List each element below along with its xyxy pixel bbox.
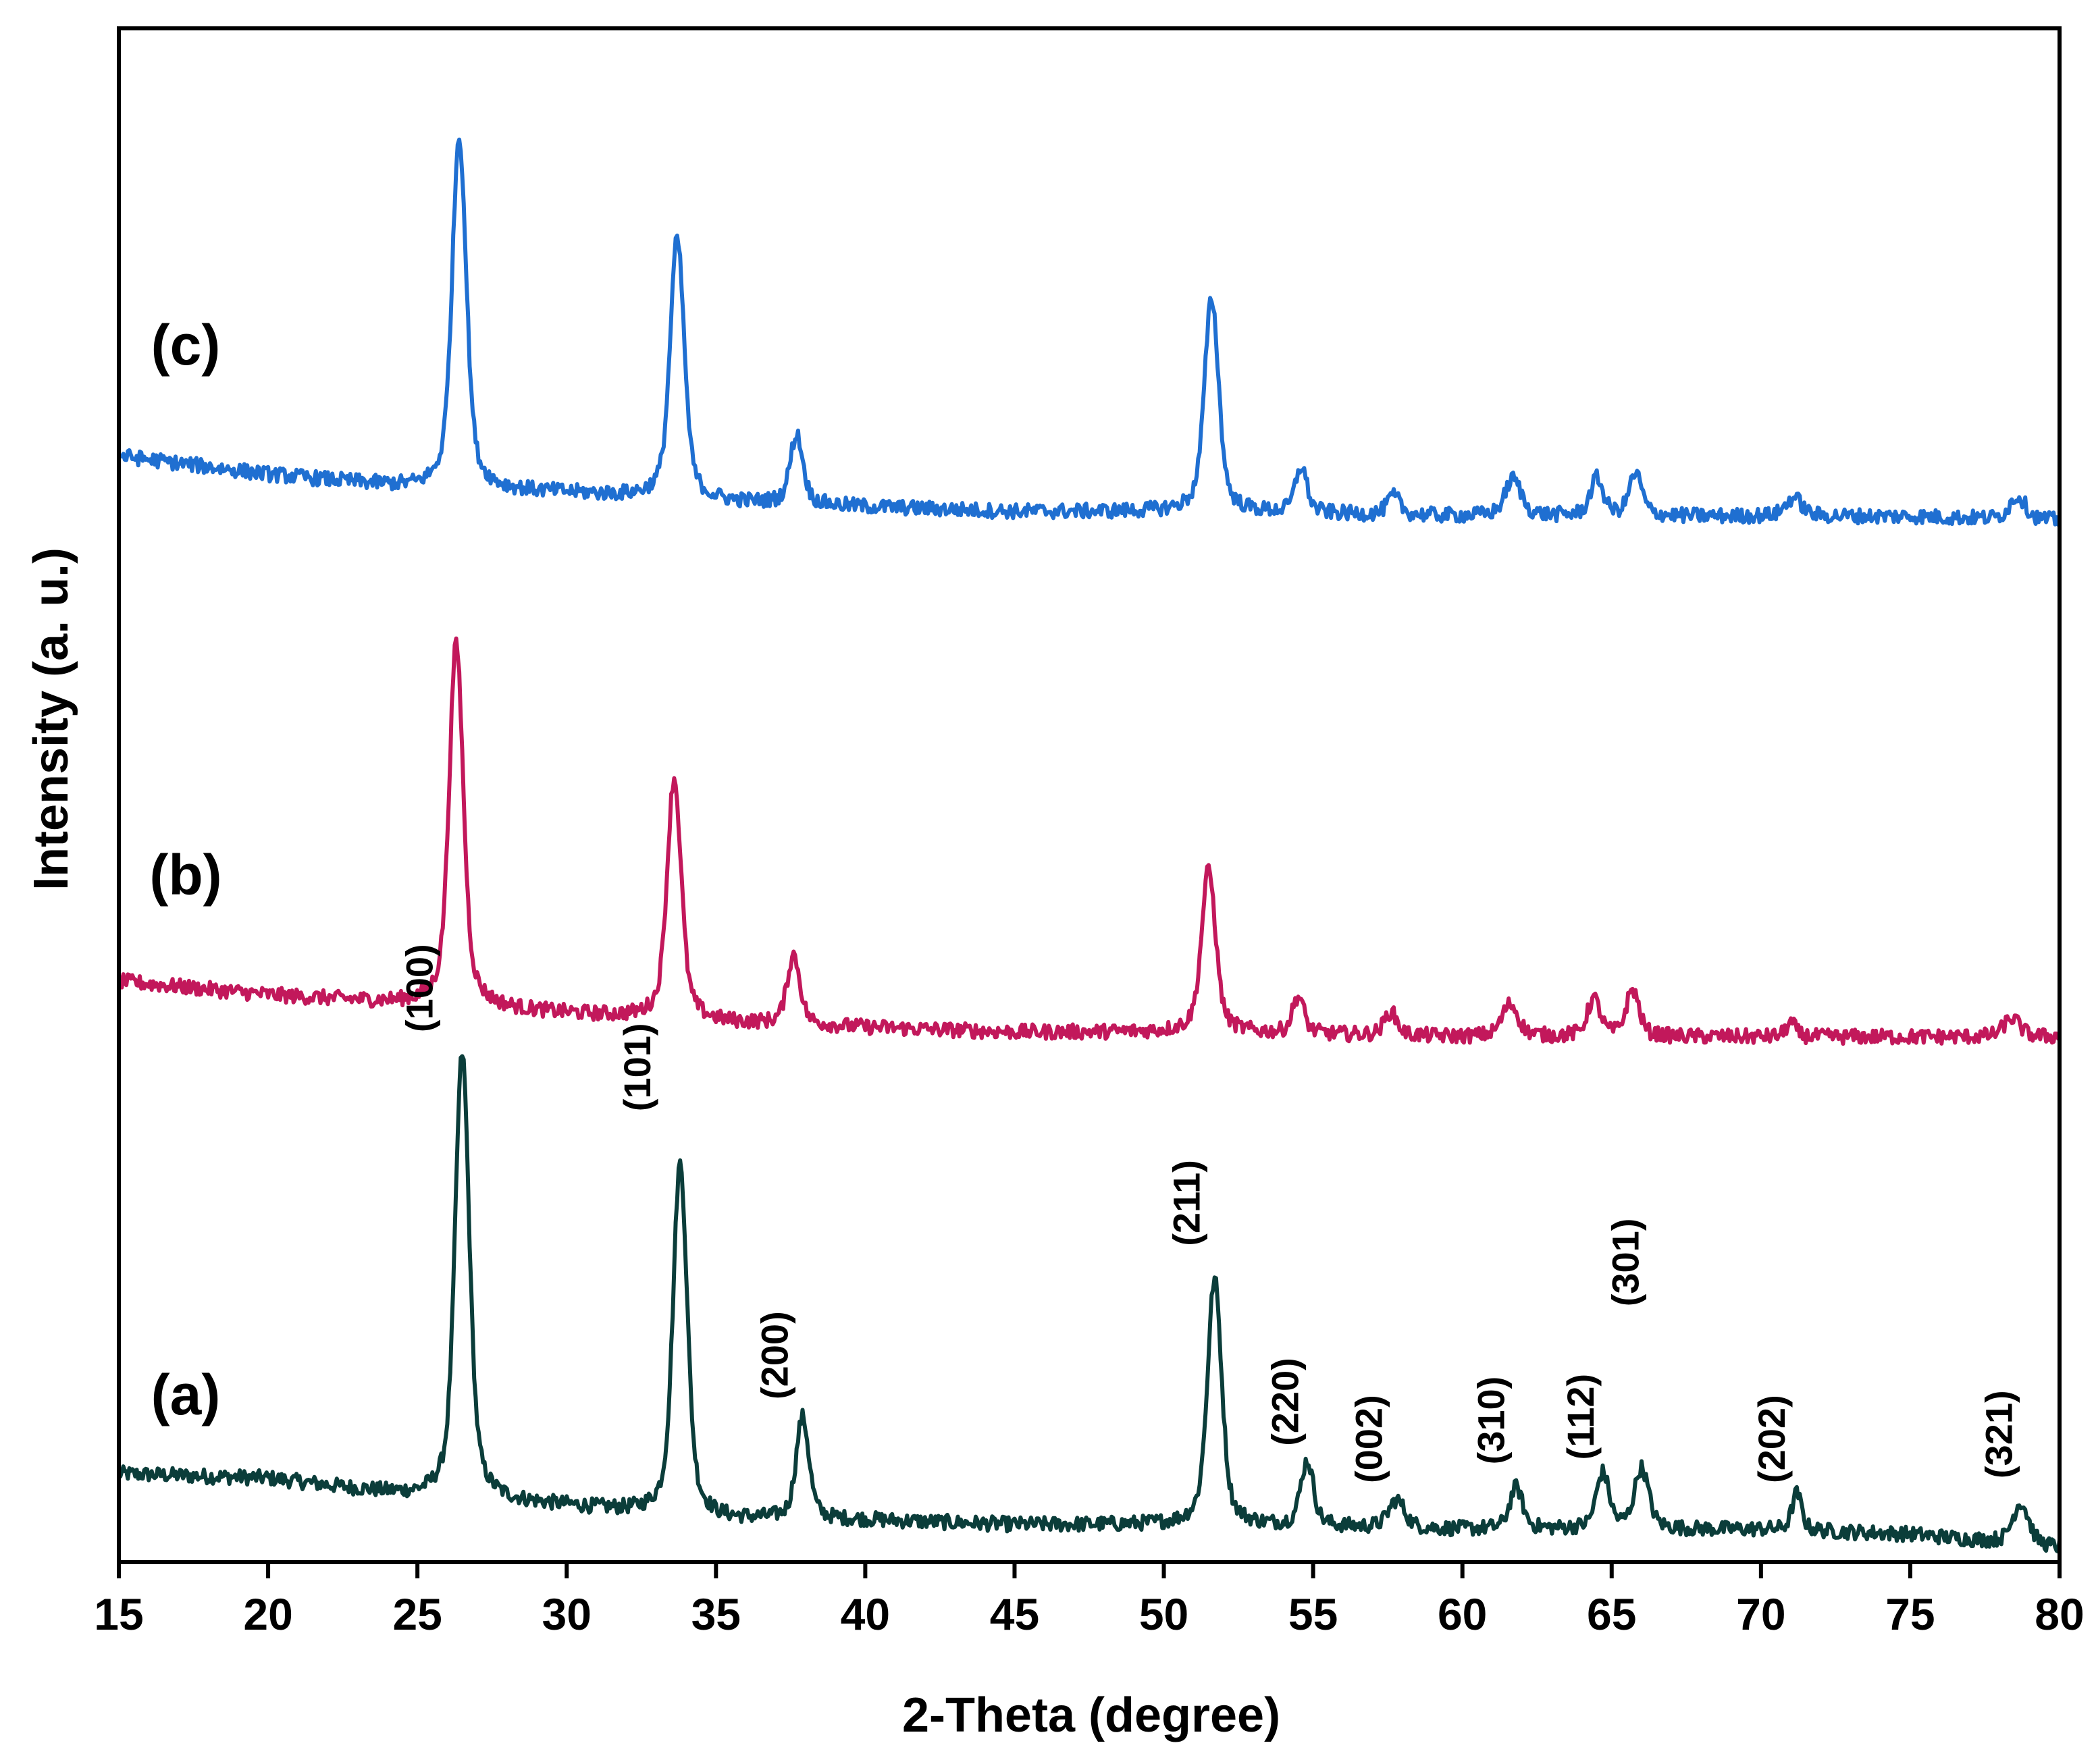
x-tick-label: 40	[841, 1589, 890, 1639]
plot-frame	[117, 26, 2062, 1564]
hkl-annotation: (220)	[1264, 1358, 1307, 1446]
x-tick-label: 50	[1139, 1589, 1188, 1639]
hkl-annotation: (211)	[1165, 1160, 1208, 1246]
hkl-annotation: (100)	[398, 944, 440, 1032]
x-axis-ticks: 15 20 25 30 35 40 45 50 55 60 65 70 75 80	[94, 1562, 2085, 1639]
hkl-annotation: (002)	[1347, 1395, 1390, 1483]
series-line-1	[117, 1054, 2062, 1554]
hkl-annotation: (301)	[1604, 1219, 1647, 1307]
series-line-2	[117, 636, 2062, 1046]
hkl-annotation: (310)	[1470, 1377, 1513, 1465]
hkl-annotations: (100) (101) (200) (211) (220) (002) (310) (112)…	[398, 944, 2020, 1483]
plot-border	[117, 26, 2062, 1564]
hkl-annotation: (321)	[1977, 1390, 2020, 1478]
x-tick-label: 25	[392, 1589, 442, 1639]
hkl-annotation: (101)	[616, 1023, 658, 1111]
x-tick-label: 75	[1885, 1589, 1935, 1639]
x-tick-label: 80	[2035, 1589, 2084, 1639]
x-tick-label: 65	[1587, 1589, 1636, 1639]
x-tick-label: 60	[1438, 1589, 1487, 1639]
x-tick-label: 15	[94, 1589, 143, 1639]
series-label-3: (c)	[151, 313, 221, 377]
x-axis-title: 2-Theta (degree)	[902, 1688, 1280, 1742]
y-axis-title: Intensity (a. u.)	[24, 547, 78, 890]
series-label-2: (b)	[149, 843, 221, 907]
series-layer	[117, 137, 2062, 1554]
hkl-annotation: (200)	[753, 1311, 795, 1399]
series-labels: (a) (b) (c)	[149, 313, 221, 1426]
x-tick-label: 45	[990, 1589, 1039, 1639]
x-tick-label: 55	[1288, 1589, 1338, 1639]
series-label-1: (a)	[151, 1363, 221, 1426]
x-tick-label: 30	[542, 1589, 592, 1639]
hkl-annotation: (202)	[1750, 1395, 1793, 1483]
hkl-annotation: (112)	[1559, 1374, 1602, 1460]
x-tick-label: 20	[243, 1589, 292, 1639]
x-tick-label: 70	[1736, 1589, 1785, 1639]
series-line-3	[117, 137, 2061, 527]
x-tick-label: 35	[691, 1589, 741, 1639]
